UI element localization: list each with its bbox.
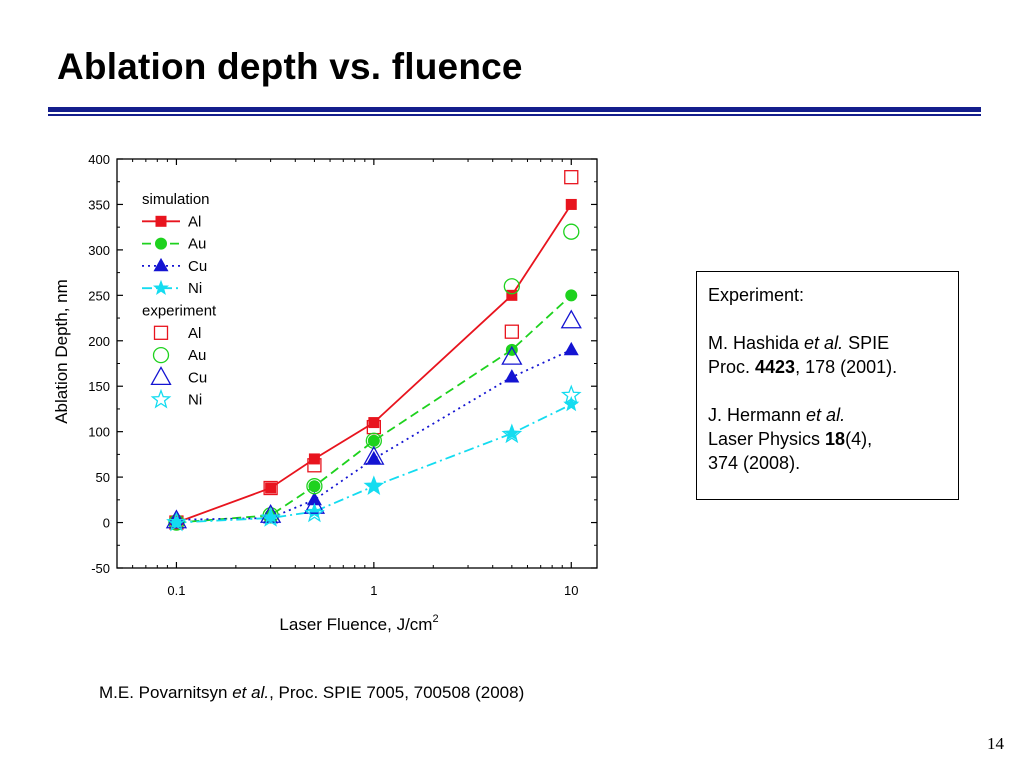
data-point-experiment-cu xyxy=(560,309,582,329)
y-tick-label: 50 xyxy=(96,470,110,485)
x-tick-label: 1 xyxy=(370,583,377,598)
series-line-simulation-al xyxy=(176,203,573,524)
legend-label: Ni xyxy=(188,392,202,409)
legend-label: Au xyxy=(188,347,206,364)
data-point-experiment-al xyxy=(564,170,579,185)
data-point-experiment-cu xyxy=(363,445,385,465)
y-tick-label: 150 xyxy=(88,379,110,394)
data-point-simulation-ni xyxy=(306,503,323,519)
data-point-experiment-ni xyxy=(363,475,385,495)
data-point-simulation-au xyxy=(308,480,321,493)
legend-label: Au xyxy=(188,236,206,253)
y-tick-label: 300 xyxy=(88,243,110,258)
references-heading: Experiment: xyxy=(708,285,805,305)
data-point-simulation-ni xyxy=(262,509,279,525)
figure-caption: M.E. Povarnitsyn et al., Proc. SPIE 7005… xyxy=(99,683,525,702)
y-tick-label: 350 xyxy=(88,197,110,212)
legend-label: Al xyxy=(188,213,201,230)
data-point-experiment-au xyxy=(563,223,580,240)
x-axis-label: Laser Fluence, J/cm2 xyxy=(279,613,438,634)
data-point-simulation-al xyxy=(368,417,380,429)
title-rule-thick xyxy=(48,107,981,112)
legend-marker-ni xyxy=(152,279,170,296)
legend-marker-exp-au xyxy=(152,346,170,364)
legend-group-label: simulation xyxy=(142,191,210,208)
data-point-simulation-al xyxy=(506,289,518,301)
legend-marker-exp-ni xyxy=(150,388,172,409)
data-point-experiment-al xyxy=(307,458,322,473)
data-point-experiment-al xyxy=(504,324,519,339)
experiment-references-box: Experiment: M. Hashida et al. SPIE Proc.… xyxy=(696,271,959,500)
data-point-simulation-cu xyxy=(366,450,382,465)
data-point-experiment-cu xyxy=(501,345,523,365)
series-line-simulation-cu xyxy=(176,349,572,521)
reference-1-line-1: M. Hashida et al. SPIE xyxy=(708,333,890,353)
legend-marker-al xyxy=(155,215,167,227)
legend-label: Al xyxy=(188,325,201,342)
legend-label: Cu xyxy=(188,258,207,275)
data-point-simulation-cu xyxy=(504,369,520,383)
data-point-experiment-ni xyxy=(166,511,187,532)
data-point-experiment-ni xyxy=(260,507,281,527)
legend-marker-exp-cu xyxy=(150,366,172,386)
y-tick-label: 200 xyxy=(88,334,110,349)
data-point-simulation-al xyxy=(565,198,577,210)
data-point-simulation-ni xyxy=(365,477,382,494)
x-tick-label: 0.1 xyxy=(167,583,185,598)
y-tick-label: 100 xyxy=(88,425,110,440)
data-point-experiment-ni xyxy=(304,502,325,523)
data-point-experiment-ni xyxy=(501,423,523,444)
legend-group-label: experiment xyxy=(142,303,217,320)
y-tick-label: 400 xyxy=(88,152,110,167)
data-point-experiment-al xyxy=(263,480,278,496)
reference-2-line-1: J. Hermann et al. xyxy=(708,405,846,425)
legend-label: Cu xyxy=(188,369,207,386)
data-point-simulation-au xyxy=(565,289,578,302)
data-point-simulation-al xyxy=(265,482,277,494)
y-tick-label: 0 xyxy=(103,516,110,531)
data-point-simulation-cu xyxy=(563,341,579,356)
y-tick-label: -50 xyxy=(91,561,110,576)
legend-marker-au xyxy=(155,237,167,250)
data-point-simulation-au xyxy=(367,434,380,447)
y-tick-label: 250 xyxy=(88,288,110,303)
x-tick-label: 10 xyxy=(564,583,578,598)
data-point-experiment-cu xyxy=(303,494,326,514)
reference-2-line-2: Laser Physics 18(4), xyxy=(708,429,873,449)
data-point-experiment-ni xyxy=(560,384,582,405)
legend-marker-cu xyxy=(153,257,169,272)
reference-2-line-3: 374 (2008). xyxy=(708,453,801,473)
page-number: 14 xyxy=(987,734,1004,753)
y-axis-label: Ablation Depth, nm xyxy=(52,279,71,424)
legend-marker-exp-al xyxy=(153,325,169,340)
series-line-simulation-ni xyxy=(176,403,572,524)
legend-label: Ni xyxy=(188,280,202,297)
title-rule-thin xyxy=(48,114,981,116)
data-point-experiment-au xyxy=(306,478,323,495)
data-point-experiment-au xyxy=(503,278,520,295)
reference-1-line-2: Proc. 4423, 178 (2001). xyxy=(708,357,898,377)
slide-title: Ablation depth vs. fluence xyxy=(57,46,523,87)
series-line-simulation-au xyxy=(176,294,572,524)
